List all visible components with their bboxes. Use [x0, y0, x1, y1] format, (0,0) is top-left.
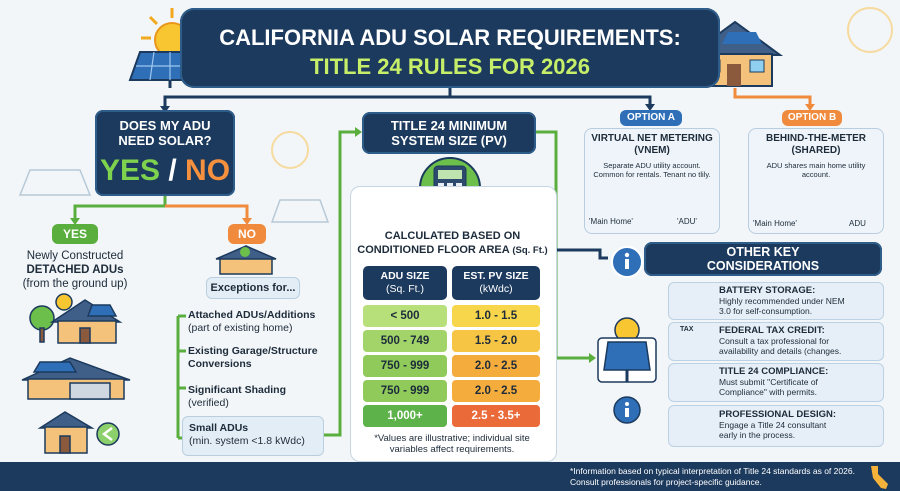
exception-item: Attached ADUs/Additions (part of existin… — [188, 309, 328, 335]
info-glyph — [624, 252, 630, 417]
table-cell: 500 - 749 — [363, 330, 447, 352]
text: Engage a Title 24 consultant early in th… — [719, 420, 827, 440]
option-label: 'Main Home' — [753, 219, 797, 228]
exception-item: Significant Shading (verified) — [188, 384, 328, 410]
option-tag: OPTION A — [620, 110, 682, 126]
text: BATTERY STORAGE: — [719, 285, 816, 296]
consideration-text: TITLE 24 COMPLIANCE: Must submit "Certif… — [719, 366, 847, 398]
text: Highly recommended under NEM 3.0 for sel… — [719, 296, 845, 316]
title: TITLE 24 RULES FOR 2026 — [310, 54, 590, 79]
text: Significant Shading — [188, 384, 287, 396]
option-description: ADU shares main home utility account. — [766, 161, 866, 179]
option-card: BEHIND-THE-METER (SHARED) ADU shares mai… — [748, 128, 884, 234]
consideration-text: BATTERY STORAGE: Highly recommended unde… — [719, 285, 847, 317]
size-subtitle: CALCULATED BASED ON CONDITIONED FLOOR AR… — [355, 229, 550, 258]
yes-description: Newly Constructed DETACHED ADUs (from th… — [5, 249, 145, 291]
text: CALCULATED BASED ON CONDITIONED FLOOR AR… — [357, 230, 521, 256]
question-answer: YES / NO — [95, 154, 235, 188]
exception-item: Existing Garage/Structure Conversions — [188, 345, 318, 370]
text: (min. system <1.8 kWdc) — [189, 435, 305, 447]
option-card: VIRTUAL NET METERING (VNEM) Separate ADU… — [584, 128, 720, 234]
table-cell: 1,000+ — [363, 405, 447, 427]
table-cell: 1.0 - 1.5 — [452, 305, 540, 327]
table-cell: 2.0 - 2.5 — [452, 380, 540, 402]
text: PROFESSIONAL DESIGN: — [719, 409, 837, 420]
exception-item: Small ADUs (min. system <1.8 kWdc) — [182, 416, 324, 456]
header-banner: CALIFORNIA ADU SOLAR REQUIREMENTS: TITLE… — [180, 8, 720, 88]
text: EST. PV SIZE — [463, 270, 529, 282]
arrowhead — [70, 104, 815, 363]
text: Attached ADUs/Additions — [188, 309, 316, 321]
slash: / — [168, 154, 177, 187]
bg-panel — [18, 169, 330, 223]
option-description: Separate ADU utility account. Common for… — [593, 161, 711, 179]
text: (verified) — [188, 397, 229, 409]
yes-pill: YES — [52, 224, 98, 244]
table-cell: 750 - 999 — [363, 355, 447, 377]
consideration-item: BATTERY STORAGE: Highly recommended unde… — [668, 282, 884, 320]
size-title-box: TITLE 24 MINIMUM SYSTEM SIZE (PV) — [362, 112, 536, 154]
title: CALIFORNIA ADU SOLAR REQUIREMENTS: — [219, 25, 681, 50]
option-label: ADU — [849, 219, 866, 228]
text: Small ADUs — [189, 422, 249, 434]
table-cell: 750 - 999 — [363, 380, 447, 402]
house-illustration — [21, 245, 277, 454]
text: (from the ground up) — [22, 278, 128, 290]
text: TITLE 24 COMPLIANCE: — [719, 366, 829, 377]
option-tag: OPTION B — [782, 110, 842, 126]
question-box: DOES MY ADU NEED SOLAR? YES / NO — [95, 110, 235, 196]
consideration-item: PROFESSIONAL DESIGN: Engage a Title 24 c… — [668, 405, 884, 447]
consideration-text: PROFESSIONAL DESIGN: Engage a Title 24 c… — [719, 409, 847, 441]
table-cell: < 500 — [363, 305, 447, 327]
considerations-title: OTHER KEY CONSIDERATIONS — [706, 245, 820, 273]
text: (Sq. Ft.) — [386, 283, 424, 295]
text: (part of existing home) — [188, 322, 293, 334]
icon-label: TAX — [680, 326, 694, 333]
consideration-item: TAX FEDERAL TAX CREDIT: Consult a tax pr… — [668, 322, 884, 361]
consideration-item: TITLE 24 COMPLIANCE: Must submit "Certif… — [668, 363, 884, 402]
table-cell: 1.5 - 2.0 — [452, 330, 540, 352]
text: ADU SIZE — [380, 270, 430, 282]
text: DETACHED ADUs — [26, 264, 124, 276]
no-pill: NO — [228, 224, 266, 244]
option-title: VIRTUAL NET METERING (VNEM) — [591, 133, 713, 156]
size-note: *Values are illustrative; individual sit… — [374, 433, 530, 455]
column-header: ADU SIZE (Sq. Ft.) — [363, 266, 447, 300]
text: FEDERAL TAX CREDIT: — [719, 325, 825, 336]
state-icon — [871, 466, 888, 489]
table-cell: 2.5 - 3.5+ — [452, 405, 540, 427]
no: NO — [185, 154, 231, 187]
table-cell: 2.0 - 2.5 — [452, 355, 540, 377]
option-label: 'ADU' — [677, 217, 697, 226]
option-label: 'Main Home' — [589, 217, 633, 226]
text: Must submit "Certificate of Compliance" … — [719, 377, 818, 397]
text: Newly Constructed — [26, 250, 124, 262]
option-title: BEHIND-THE-METER (SHARED) — [766, 133, 866, 156]
text: (Sq. Ft.) — [512, 245, 548, 256]
exceptions-heading: Exceptions for... — [206, 277, 300, 299]
column-header: EST. PV SIZE (kWdc) — [452, 266, 540, 300]
footer-note: *Information based on typical interpreta… — [570, 466, 855, 487]
text: (kWdc) — [479, 283, 513, 295]
considerations-banner: OTHER KEY CONSIDERATIONS — [644, 242, 882, 276]
size-title: TITLE 24 MINIMUM SYSTEM SIZE (PV) — [390, 118, 508, 148]
bg-sun — [271, 7, 893, 169]
footer-band: *Information based on typical interpreta… — [0, 462, 900, 491]
text: Consult a tax professional for availabil… — [719, 336, 842, 356]
solar-illustration — [597, 246, 657, 424]
question-title: DOES MY ADU NEED SOLAR? — [118, 118, 212, 148]
consideration-text: FEDERAL TAX CREDIT: Consult a tax profes… — [719, 325, 845, 357]
yes: YES — [99, 154, 160, 187]
